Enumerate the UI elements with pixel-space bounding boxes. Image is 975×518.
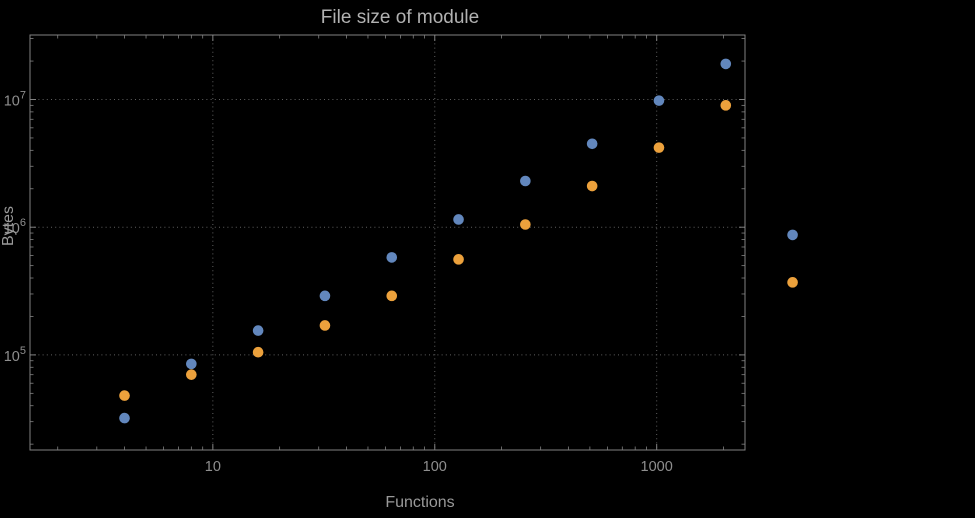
blue-data-point (386, 252, 398, 263)
orange-data-point (386, 290, 398, 302)
orange-data-point (720, 100, 732, 111)
data-points (119, 58, 798, 424)
orange-data-point (186, 369, 197, 380)
x-tick-label-100: 100 (423, 459, 447, 475)
blue-data-point (119, 412, 130, 424)
orange-data-point (252, 346, 264, 358)
y-tick-label-10e7: 107 (4, 90, 26, 110)
blue-data-point (453, 214, 464, 225)
x-tick-label-1000: 1000 (641, 459, 673, 475)
blue-data-point (586, 138, 598, 150)
x-axis-label: Functions (385, 494, 454, 511)
blue-data-point (720, 58, 732, 70)
orange-data-point (119, 390, 130, 401)
axis-ticks (30, 35, 745, 450)
blue-data-point (520, 175, 531, 187)
tick-labels: 10 100 1000 105 106 107 (4, 90, 673, 475)
gridlines (30, 35, 745, 450)
y-tick-label-10e5: 105 (4, 345, 26, 365)
blue-data-point (186, 358, 197, 370)
frame-rect (29, 34, 746, 451)
orange-data-point (319, 320, 331, 331)
y-tick-label-10e6: 106 (4, 217, 26, 237)
orange-data-point (787, 277, 798, 288)
orange-data-point (520, 219, 531, 230)
plot-frame (29, 34, 746, 451)
orange-data-point (653, 142, 665, 153)
blue-data-point (787, 229, 798, 241)
y-axis-label: Bytes (0, 206, 17, 246)
orange-data-point (453, 254, 464, 265)
blue-data-point (252, 325, 264, 336)
orange-data-point (586, 180, 598, 192)
x-tick-label-10: 10 (205, 459, 221, 475)
blue-data-point (653, 95, 665, 106)
blue-data-point (319, 290, 331, 302)
chart-title: File size of module (321, 7, 479, 28)
